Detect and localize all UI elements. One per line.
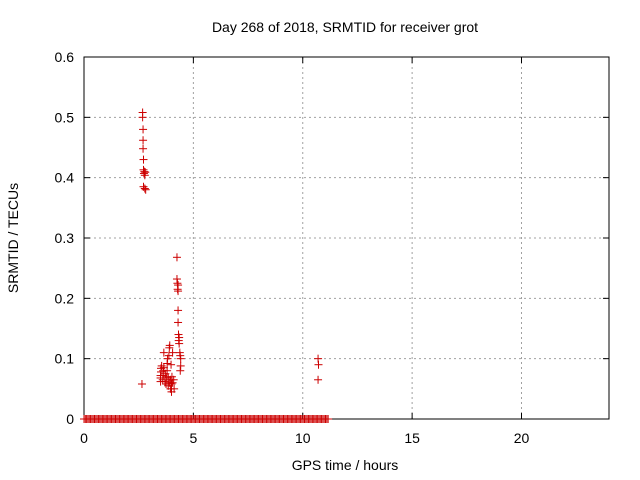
x-tick-label: 15 <box>404 430 420 446</box>
data-point <box>174 287 183 296</box>
data-point <box>139 125 148 134</box>
data-point <box>314 360 323 369</box>
data-point <box>139 136 148 145</box>
x-tick-label: 5 <box>189 430 197 446</box>
data-point <box>172 253 181 262</box>
y-tick-label: 0.3 <box>55 230 75 246</box>
x-tick-label: 0 <box>80 430 88 446</box>
data-point <box>164 351 173 360</box>
data-point <box>141 168 150 177</box>
x-axis-label: GPS time / hours <box>292 457 399 473</box>
data-point <box>165 341 174 350</box>
grid-layer <box>84 57 609 419</box>
data-point <box>163 366 172 375</box>
y-tick-label: 0.2 <box>55 290 75 306</box>
data-point <box>174 318 183 327</box>
chart-title: Day 268 of 2018, SRMTID for receiver gro… <box>212 19 478 35</box>
y-axis-label: SRMTID / TECUs <box>5 183 21 293</box>
data-point <box>141 185 150 194</box>
data-point <box>138 113 147 122</box>
data-point <box>170 384 179 393</box>
y-tick-label: 0 <box>66 411 74 427</box>
points-layer <box>80 108 333 423</box>
y-tick-label: 0.1 <box>55 351 75 367</box>
zero-point <box>324 415 333 423</box>
data-point <box>176 354 185 363</box>
y-tick-label: 0.5 <box>55 109 75 125</box>
data-point <box>176 366 185 375</box>
data-point <box>159 348 168 357</box>
data-point <box>167 360 176 369</box>
data-point <box>169 375 178 384</box>
data-point <box>139 144 148 153</box>
x-tick-label: 10 <box>295 430 311 446</box>
data-point <box>140 184 149 193</box>
data-point <box>175 339 184 348</box>
data-point <box>139 155 148 164</box>
data-point <box>137 380 146 389</box>
data-point <box>174 306 183 315</box>
x-tick-label: 20 <box>514 430 530 446</box>
axis-layer: 0 5 10 15 20 0 0.1 0.2 0.3 0.4 0.5 0.6 <box>55 49 610 446</box>
data-point <box>314 375 323 384</box>
y-tick-label: 0.6 <box>55 49 75 65</box>
data-point <box>167 380 176 389</box>
y-tick-label: 0.4 <box>55 170 75 186</box>
